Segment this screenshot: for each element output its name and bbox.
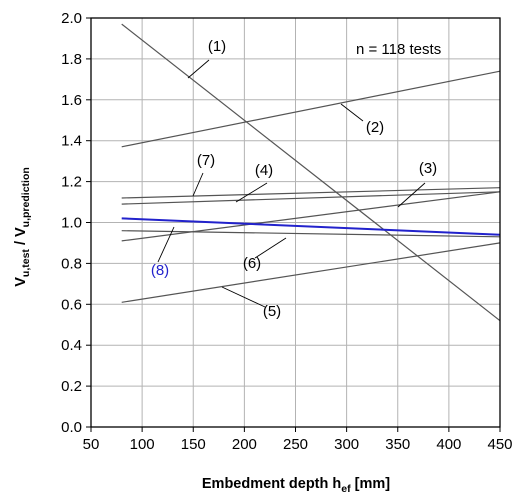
y-axis-title: Vu,test / Vu,prediction [13,167,32,287]
x-axis-title: Embedment depth hef [mm] [202,476,390,495]
y-tick-label: 1.6 [61,92,82,109]
series-line-8 [121,217,501,236]
y-axis-title-sep: / V [13,227,29,249]
series-line-2 [121,70,501,148]
y-tick-label: 0.8 [61,255,82,272]
x-tick-label: 100 [130,436,155,453]
y-tick-label: 1.2 [61,174,82,191]
series-label-8: (8) [151,262,169,279]
y-tick-label: 0.2 [61,378,82,395]
series-label-4: (4) [255,162,273,179]
label-leader-5 [221,286,266,308]
label-leader-3 [397,182,426,208]
x-axis-title-subscript: ef [341,483,351,495]
y-axis-title-sub1: u,test [20,249,32,278]
x-tick-label: 200 [232,436,257,453]
x-axis-title-unit: [mm] [351,476,391,492]
series-label-1: (1) [208,38,226,55]
label-leader-8 [157,226,175,263]
y-tick-label: 2.0 [61,10,82,27]
series-label-2: (2) [366,119,384,136]
y-tick-label: 0.6 [61,296,82,313]
x-tick-label: 300 [334,436,359,453]
series-line-1 [121,23,501,322]
label-leader-1 [187,59,210,79]
label-leader-4 [235,182,268,203]
series-line-6 [121,230,501,238]
x-tick-label: 450 [487,436,512,453]
x-tick-label: 50 [83,436,100,453]
series-line-3 [121,191,501,242]
y-axis-title-v1: V [13,277,29,287]
x-tick-label: 400 [436,436,461,453]
label-leader-7 [192,172,204,197]
label-leader-2 [340,103,364,122]
y-axis-title-sub2: u,prediction [20,167,32,227]
series-line-4 [121,191,501,205]
series-label-7: (7) [197,152,215,169]
grid [91,18,500,427]
x-tick-label: 150 [181,436,206,453]
x-tick-label: 250 [283,436,308,453]
ticks: 50 100 150 200 250 300 350 400 450 0.0 0.2 0.4 0.6 0.… [61,10,512,453]
y-tick-label: 1.8 [61,51,82,68]
y-tick-label: 1.0 [61,215,82,232]
series-labels: (1) (2) (3) (4) (5) (6) (7) (8) [151,38,437,320]
y-tick-label: 0.0 [61,419,82,436]
sample-size-annotation: n = 118 tests [356,41,441,58]
series-label-3: (3) [419,160,437,177]
series-label-6: (6) [243,255,261,272]
series-line-5 [121,242,501,303]
y-tick-label: 0.4 [61,337,82,354]
series-group [121,23,501,322]
x-tick-label: 350 [385,436,410,453]
series-line-7 [121,187,501,199]
label-leaders [157,59,426,308]
series-label-5: (5) [263,303,281,320]
y-tick-label: 1.4 [61,133,82,150]
label-leader-6 [254,237,287,259]
x-axis-title-main: Embedment depth h [202,476,341,492]
